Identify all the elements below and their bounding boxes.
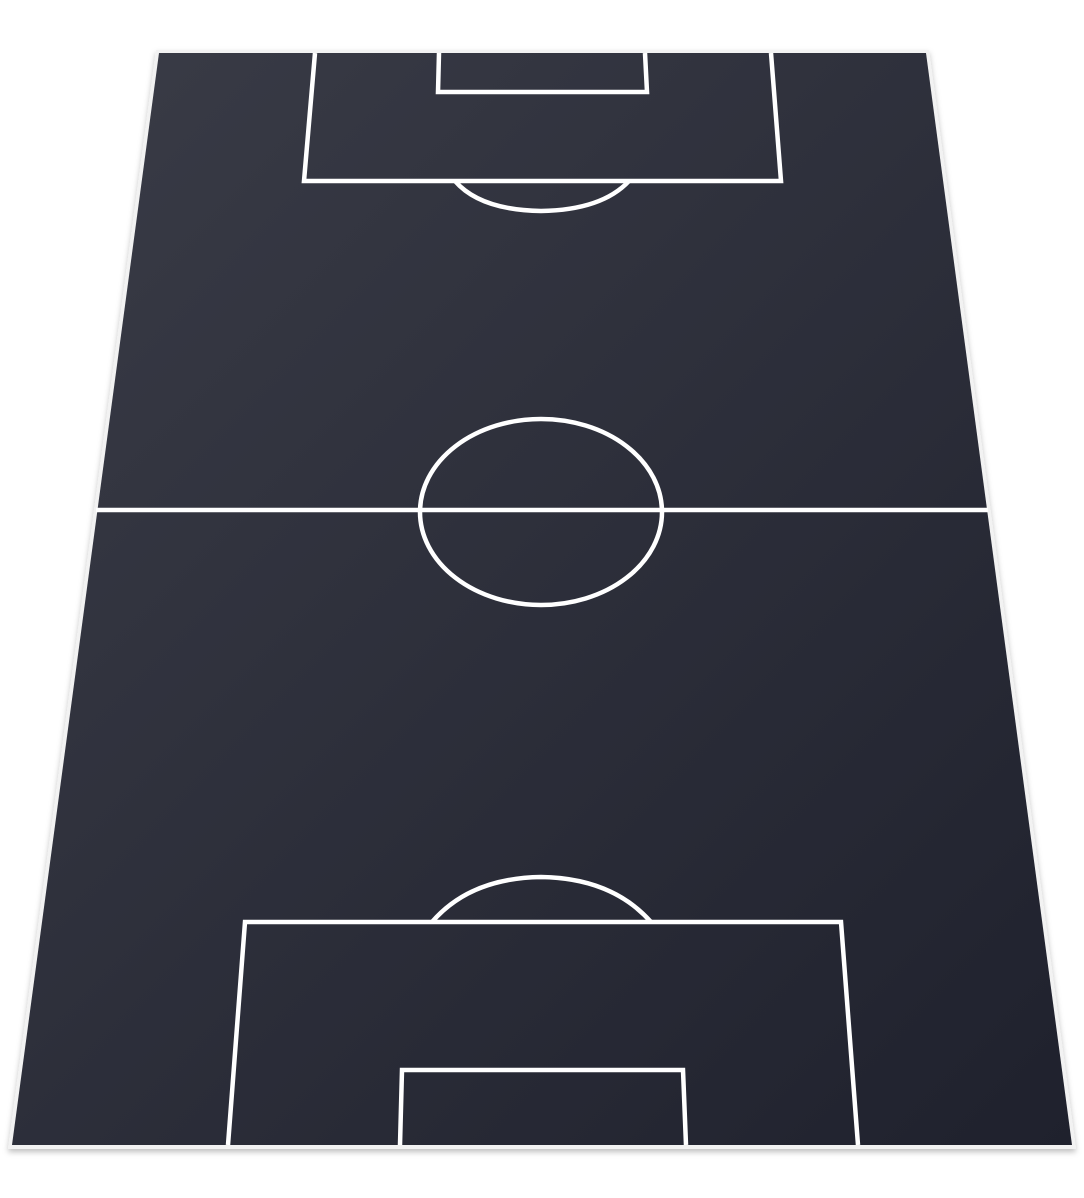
bottom-penalty-arc [430, 874, 653, 924]
center-circle [417, 416, 665, 608]
bottom-penalty-box [225, 919, 861, 1146]
top-penalty-arc [453, 179, 631, 214]
top-penalty-box [301, 52, 784, 184]
top-goal-box [435, 52, 650, 95]
bottom-goal-box [397, 1067, 689, 1146]
pitch-surface [12, 53, 1072, 1145]
